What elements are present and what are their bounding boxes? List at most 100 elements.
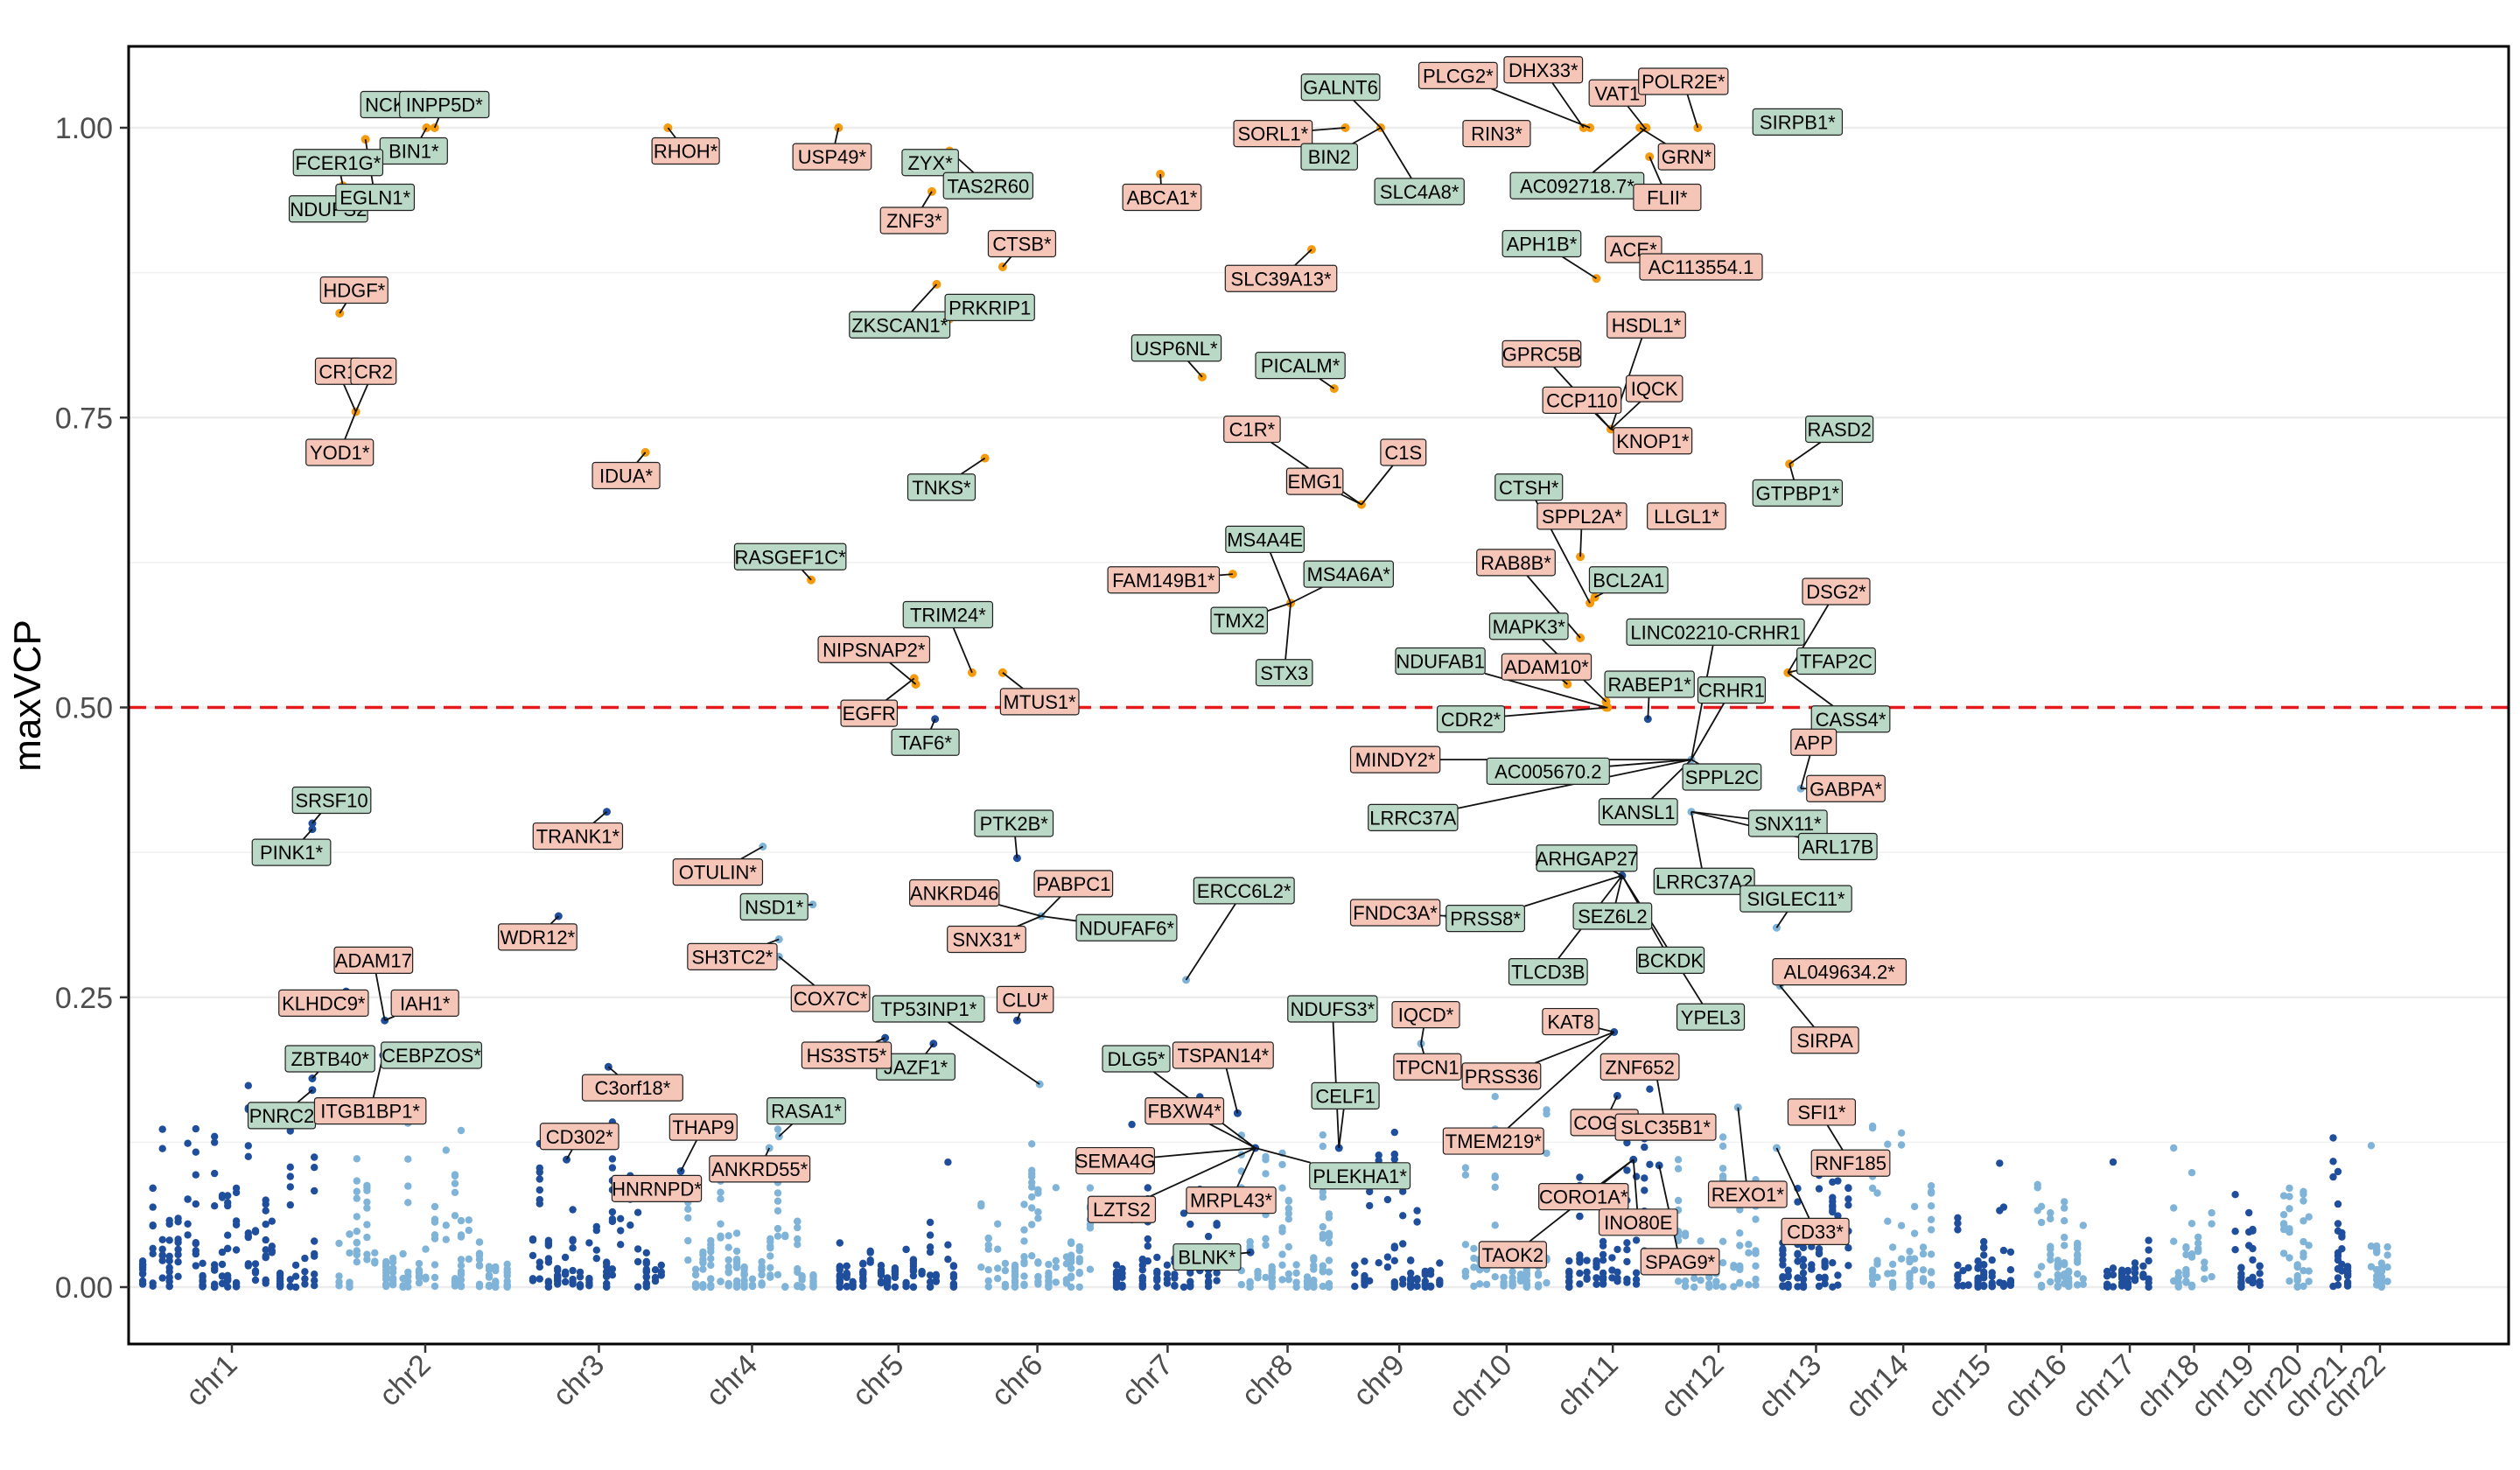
snp-point xyxy=(492,1278,500,1285)
leader-line xyxy=(297,1089,313,1103)
x-tick-label: chr16 xyxy=(1998,1348,2074,1424)
gene-label: BCL2A1 xyxy=(1592,570,1664,592)
gene-label: CASS4* xyxy=(1816,709,1886,731)
snp-point xyxy=(1325,1256,1334,1264)
snp-point xyxy=(603,1272,611,1281)
snp-point xyxy=(926,1278,934,1286)
snp-point xyxy=(794,1241,802,1249)
snp-point xyxy=(422,1245,430,1253)
gene-label-box xyxy=(1501,653,1592,681)
gene-label-box xyxy=(278,989,369,1017)
snp-point xyxy=(1910,1202,1919,1211)
snp-point xyxy=(1186,1281,1194,1290)
gene-label: DSG2* xyxy=(1806,581,1866,603)
snp-point xyxy=(977,1202,985,1210)
snp-point xyxy=(1034,1208,1042,1216)
snp-point xyxy=(561,1270,570,1278)
gene-label-box xyxy=(801,1041,892,1069)
snp-point xyxy=(1674,1196,1683,1205)
snp-point xyxy=(2237,1264,2245,1272)
snp-point xyxy=(1996,1159,2004,1167)
snp-point xyxy=(1020,1281,1028,1289)
snp-point xyxy=(1999,1246,2008,1255)
y-tick-label: 0.25 xyxy=(55,982,113,1015)
snp-point xyxy=(1461,1268,1470,1277)
snp-point xyxy=(1204,1283,1213,1291)
snp-point xyxy=(554,1266,562,1275)
gene-label-box xyxy=(733,542,847,570)
gene-label: C1S xyxy=(1384,442,1422,464)
snp-point xyxy=(724,1279,732,1288)
gene-label: STX3 xyxy=(1260,662,1308,684)
gene-label-box xyxy=(1461,1062,1542,1090)
gene-label: PRKRIP1 xyxy=(948,297,1031,318)
snp-point xyxy=(1974,1264,1982,1272)
snp-point xyxy=(1138,1261,1147,1270)
snp-point xyxy=(442,1222,450,1229)
leader-line xyxy=(778,956,816,986)
snp-point xyxy=(608,1217,617,1226)
leader-line xyxy=(1788,669,1797,674)
snp-point xyxy=(1067,1251,1075,1259)
snp-point xyxy=(2286,1184,2293,1193)
leader-line xyxy=(1779,984,1815,1028)
snp-point xyxy=(371,1257,379,1265)
snp-point xyxy=(859,1276,867,1284)
snp-point xyxy=(1927,1189,1936,1197)
snp-point xyxy=(1599,1276,1607,1284)
gene-label-box xyxy=(1186,1186,1277,1214)
snp-point xyxy=(1390,1155,1399,1164)
leader-line xyxy=(1002,672,1024,690)
snp-point xyxy=(311,1277,318,1284)
snp-point xyxy=(926,1271,934,1279)
leader-line xyxy=(1632,1159,1639,1209)
snp-point xyxy=(1508,1268,1516,1276)
snp-point xyxy=(932,1272,941,1280)
leader-line xyxy=(1534,1031,1615,1064)
snp-point xyxy=(699,1281,707,1289)
snp-point xyxy=(984,1266,992,1274)
snp-point xyxy=(346,1249,354,1257)
snp-point xyxy=(211,1138,219,1146)
leader-line xyxy=(930,718,936,730)
snp-point xyxy=(1325,1229,1334,1238)
panel-background xyxy=(129,46,2509,1344)
snp-point xyxy=(1020,1253,1028,1261)
gene-label-box xyxy=(1395,647,1486,676)
snp-point xyxy=(603,1283,611,1291)
snp-point xyxy=(2384,1242,2391,1251)
snp-point xyxy=(1383,1263,1392,1271)
gene-label: RNF185 xyxy=(1815,1152,1886,1174)
leader-line xyxy=(1185,903,1236,981)
snp-point xyxy=(1284,1215,1293,1223)
x-tick-label: chr15 xyxy=(1922,1348,1998,1424)
snp-point xyxy=(1821,1273,1829,1282)
snp-point xyxy=(1576,1173,1584,1181)
snp-point xyxy=(2208,1272,2216,1281)
gene-label: DLG5* xyxy=(1107,1048,1165,1070)
snp-point xyxy=(1067,1274,1075,1282)
snp-point xyxy=(149,1184,157,1193)
gene-label: DHX33* xyxy=(1508,60,1578,81)
snp-point xyxy=(1794,1283,1802,1291)
snp-point xyxy=(1599,1256,1607,1264)
snp-point xyxy=(1020,1260,1028,1268)
x-tick-label: chr1 xyxy=(179,1348,244,1413)
gene-label: ANKRD55* xyxy=(711,1158,808,1180)
gene-label: PLEKHA1* xyxy=(1312,1166,1407,1187)
snp-point xyxy=(2182,1270,2190,1279)
snp-point xyxy=(1583,1275,1591,1284)
snp-point xyxy=(1736,1265,1744,1274)
snp-point xyxy=(286,1172,294,1180)
snp-point xyxy=(1390,1283,1399,1292)
snp-point xyxy=(1112,1270,1121,1278)
gene-label: THAP9 xyxy=(672,1116,734,1138)
gene-label: MAPK3* xyxy=(1493,616,1566,638)
snp-point xyxy=(199,1273,206,1281)
snp-point xyxy=(536,1186,543,1194)
leader-line xyxy=(1613,870,1623,877)
snp-point xyxy=(451,1171,459,1179)
leader-line xyxy=(765,1147,771,1157)
snp-point xyxy=(268,1249,276,1256)
snp-point xyxy=(1646,1085,1654,1093)
